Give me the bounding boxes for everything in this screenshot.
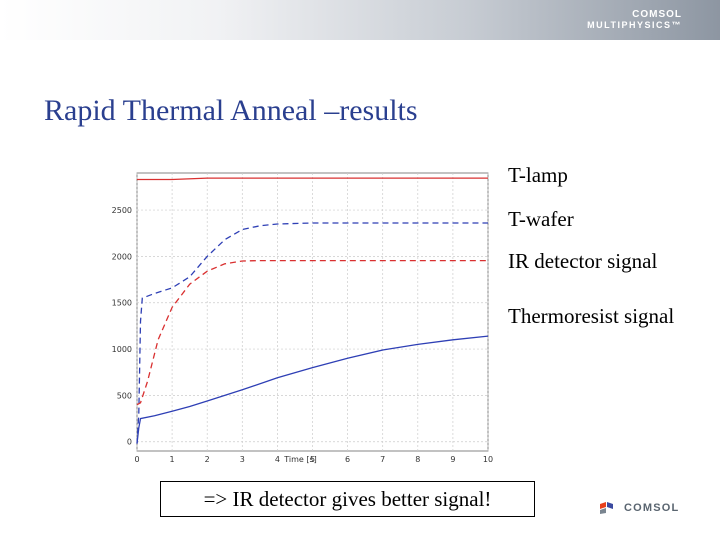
- legend-item-t-wafer: T-wafer: [508, 207, 574, 231]
- results-line-chart: 0 500 1000 1500 2000 2500 0 1 2 3 4 5 6 7 8 9 10 Time [s]: [112, 172, 493, 464]
- y-tick-label: 2000: [112, 252, 132, 261]
- brand-line-1: COMSOL: [632, 9, 682, 20]
- x-tick-label: 5: [310, 455, 315, 464]
- comsol-multiphysics-logo: COMSOL MULTIPHYSICS™: [587, 9, 682, 31]
- y-tick-label: 2500: [112, 206, 132, 215]
- legend-item-ir-detector: IR detector signal: [508, 249, 658, 273]
- x-tick-label: 4: [275, 455, 280, 464]
- x-tick-label: 10: [483, 455, 493, 464]
- y-tick-label: 500: [117, 391, 132, 400]
- x-tick-label: 2: [205, 455, 210, 464]
- x-axis-label: Time [s]: [283, 455, 317, 464]
- legend-item-thermoresist: Thermoresist signal: [508, 304, 675, 328]
- x-tick-label: 8: [415, 455, 420, 464]
- y-tick-label: 1500: [112, 299, 132, 308]
- series-line-2: [136, 222, 488, 444]
- brand-line-2: MULTIPHYSICS™: [587, 20, 682, 30]
- x-tick-label: 3: [240, 455, 245, 464]
- conclusion-callout: => IR detector gives better signal!: [160, 481, 535, 517]
- y-tick-label: 1000: [112, 345, 132, 354]
- x-tick-label: 7: [380, 455, 385, 464]
- footer-brand-text: COMSOL: [624, 502, 680, 514]
- x-tick-label: 0: [134, 455, 139, 464]
- x-tick-label: 9: [450, 455, 455, 464]
- series-line-1: [137, 177, 488, 181]
- comsol-footer-logo: COMSOL: [600, 500, 690, 516]
- header-banner: COMSOL MULTIPHYSICS™: [0, 0, 720, 40]
- y-tick-label: 0: [127, 438, 132, 447]
- slide-title: Rapid Thermal Anneal –results: [44, 94, 418, 127]
- comsol-mark-icon: [600, 502, 613, 514]
- series-line-3: [136, 259, 488, 406]
- x-tick-label: 6: [345, 455, 350, 464]
- legend-item-t-lamp: T-lamp: [508, 163, 568, 187]
- chart-container: 0 500 1000 1500 2000 2500 0 1 2 3 4 5 6 7 8 9 10 Time [s]: [105, 160, 495, 465]
- series-line-4: [136, 335, 489, 444]
- x-tick-label: 1: [170, 455, 175, 464]
